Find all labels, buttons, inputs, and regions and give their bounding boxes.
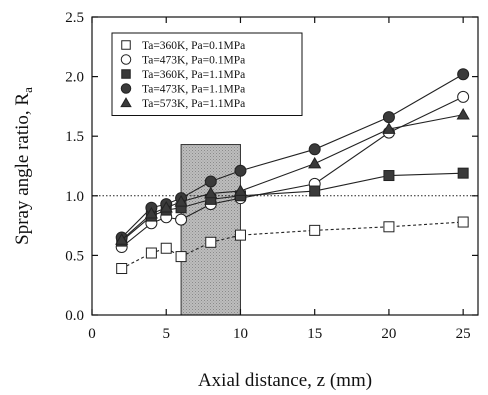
data-point: [309, 185, 321, 197]
y-tick-label: 0.0: [65, 308, 84, 324]
legend-marker: [120, 54, 132, 65]
data-point: [457, 68, 470, 81]
y-axis-title-subscript: a: [20, 87, 35, 93]
x-tick-label: 10: [233, 326, 248, 342]
data-point: [116, 263, 128, 275]
series-layer: [115, 68, 470, 275]
data-point: [115, 233, 129, 245]
legend: Ta=360K, Pa=0.1MPa Ta=473K, Pa=0.1MPa Ta=3…: [111, 32, 303, 116]
legend-label: Ta=360K, Pa=0.1MPa: [142, 40, 245, 52]
y-tick-label: 2.5: [65, 10, 84, 26]
data-point: [204, 186, 218, 199]
data-point: [160, 242, 172, 254]
data-point: [159, 200, 173, 213]
x-tick-label: 0: [88, 326, 96, 342]
data-point: [204, 175, 217, 188]
data-point: [174, 195, 188, 207]
legend-marker: [121, 69, 131, 79]
plot-frame: [91, 16, 479, 316]
y-axis-title: Spray angle ratio, Ra: [12, 87, 35, 245]
legend-marker: [121, 40, 131, 50]
data-point: [205, 236, 217, 248]
legend-marker: [120, 97, 132, 108]
data-point: [456, 107, 470, 120]
y-tick-label: 0.5: [65, 248, 84, 264]
data-point: [383, 170, 395, 182]
data-point: [233, 184, 248, 196]
data-point: [457, 167, 469, 179]
x-tick-label: 25: [456, 326, 471, 342]
legend-label: Ta=473K, Pa=0.1MPa: [142, 55, 245, 67]
x-tick-label: 15: [307, 326, 322, 342]
data-point: [383, 221, 395, 233]
legend-label: Ta=573K, Pa=1.1MPa: [142, 98, 245, 110]
x-tick-label: 20: [381, 326, 396, 342]
legend-label: Ta=360K, Pa=1.1MPa: [142, 69, 245, 81]
data-point: [457, 216, 469, 228]
data-point: [175, 213, 188, 226]
y-tick-label: 2.0: [65, 70, 84, 86]
y-tick-label: 1.5: [65, 129, 84, 145]
y-tick-label: 1.0: [65, 189, 84, 205]
tick-layer: 0 5 10 15 20 25 0.0 0.5 1.0 1.5 2.0 2.5: [65, 10, 478, 342]
x-axis-title: Axial distance, z (mm): [198, 370, 372, 391]
series-5: [115, 107, 470, 245]
data-point: [457, 90, 470, 103]
data-point: [234, 164, 247, 177]
data-point: [175, 251, 187, 263]
legend-box: [111, 32, 303, 116]
legend-marker: [120, 83, 132, 94]
data-point: [144, 206, 158, 219]
data-point: [309, 224, 321, 236]
y-axis-title-main: Spray angle ratio, R: [12, 93, 33, 245]
data-point: [308, 156, 322, 169]
series-line: [121, 172, 464, 242]
data-point: [382, 111, 395, 124]
x-tick-label: 5: [162, 326, 170, 342]
series-line: [121, 221, 464, 269]
data-point: [145, 247, 157, 259]
data-point: [234, 229, 246, 241]
legend-label: Ta=473K, Pa=1.1MPa: [142, 84, 245, 96]
data-point: [308, 143, 321, 156]
data-point: [382, 122, 396, 134]
series-1: [116, 216, 469, 275]
series-line: [121, 114, 464, 241]
shaded-region: [180, 144, 241, 316]
shaded-region-layer: [180, 144, 241, 316]
